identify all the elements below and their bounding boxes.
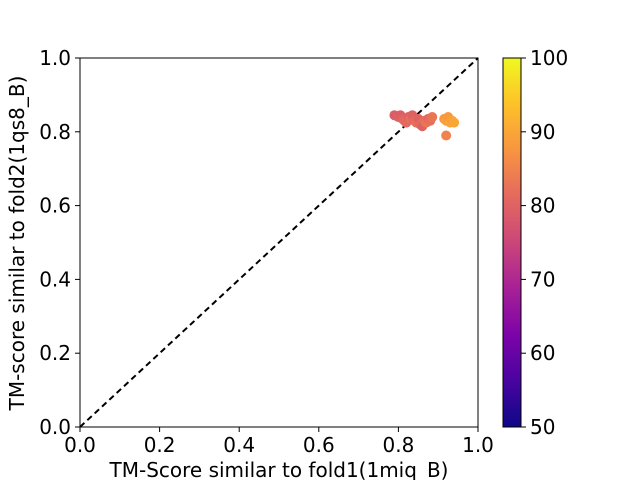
x-tick-label: 0.0 [64,433,96,457]
colorbar-gradient [502,57,522,428]
x-tick-label: 0.8 [382,433,414,457]
scatter-point [427,112,438,123]
x-tick-label: 0.6 [303,433,335,457]
y-tick-label: 0.6 [39,194,71,218]
reference-diagonal-line [79,57,479,428]
x-axis-label: TM-Score similar to fold1(1miq_B) [109,458,449,480]
y-tick-label: 0.4 [39,267,71,291]
scatter-point [441,130,452,141]
colorbar-tick-label: 50 [530,415,555,439]
x-tick-label: 0.4 [223,433,255,457]
axes-frame [79,57,479,428]
scatter-point [449,117,460,128]
colorbar-tick-label: 100 [530,46,568,70]
y-tick-label: 0.8 [39,120,71,144]
y-tick-label: 0.2 [39,341,71,365]
colorbar-tick-label: 80 [530,194,555,218]
y-tick-label: 0.0 [39,415,71,439]
colorbar: 50 60 70 80 90 100 [502,46,568,439]
colorbar-tick-label: 70 [530,267,555,291]
plot-area: 0.0 0.2 0.4 0.6 0.8 1.0 0.0 0.2 0.4 0.6 0.8 1.0 [39,46,494,457]
x-tick-label: 0.2 [144,433,176,457]
colorbar-tick-label: 60 [530,341,555,365]
y-axis-label: TM-score similar to fold2(1qs8_B) [5,76,29,412]
y-tick-label: 1.0 [39,46,71,70]
colorbar-tick-label: 90 [530,120,555,144]
x-tick-label: 1.0 [462,433,494,457]
